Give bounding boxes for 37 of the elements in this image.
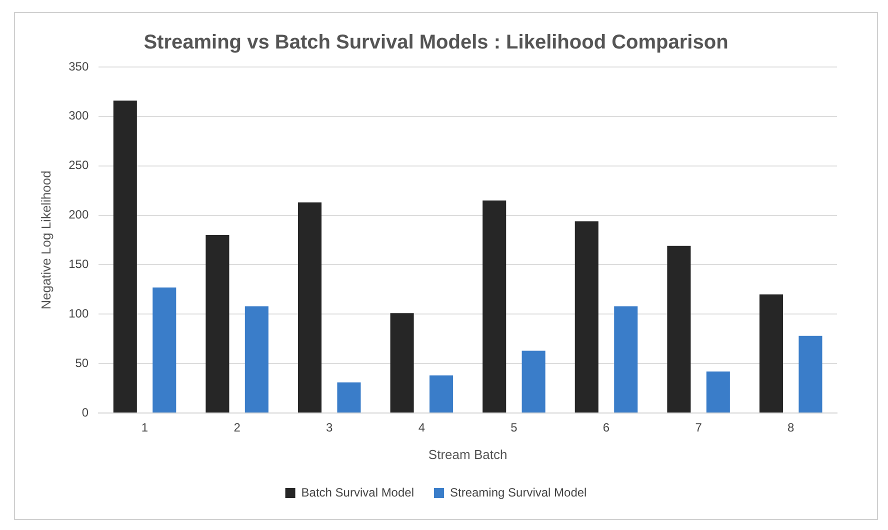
bar	[667, 246, 691, 412]
bar	[244, 306, 268, 412]
x-tick-label: 7	[695, 420, 702, 435]
bar	[798, 336, 822, 412]
bar	[482, 200, 506, 412]
bar	[337, 382, 361, 412]
y-tick-label: 150	[68, 257, 89, 272]
bar	[152, 287, 176, 412]
bar	[522, 350, 546, 412]
y-tick-label: 200	[68, 208, 89, 222]
x-tick-label: 4	[418, 420, 426, 435]
bar	[113, 100, 137, 412]
bar	[298, 202, 322, 412]
y-tick-label: 350	[68, 59, 89, 74]
bar	[574, 221, 598, 412]
chart-title: Streaming vs Batch Survival Models : Likelihood Comparison	[144, 32, 728, 54]
y-tick-label: 250	[68, 158, 89, 172]
bar	[430, 375, 454, 412]
y-tick-label: 100	[68, 306, 89, 320]
y-axis-title: Negative Log Likelihood	[38, 170, 54, 310]
bar	[706, 371, 730, 412]
legend-label: Batch Survival Model	[301, 485, 414, 500]
x-tick-label: 8	[788, 420, 795, 435]
x-tick-label: 2	[234, 420, 241, 435]
y-tick-label: 0	[82, 405, 89, 420]
bar	[614, 306, 638, 412]
x-tick-label: 3	[326, 420, 334, 435]
y-tick-label: 50	[75, 356, 89, 370]
x-tick-label: 6	[602, 420, 610, 435]
x-tick-label: 1	[141, 420, 148, 435]
x-axis-title: Stream Batch	[428, 446, 508, 462]
bar	[206, 235, 230, 412]
legend-label: Streaming Survival Model	[450, 485, 587, 500]
x-tick-label: 5	[510, 420, 518, 435]
bar	[390, 313, 414, 412]
bar	[759, 294, 784, 412]
y-tick-label: 300	[68, 108, 89, 123]
